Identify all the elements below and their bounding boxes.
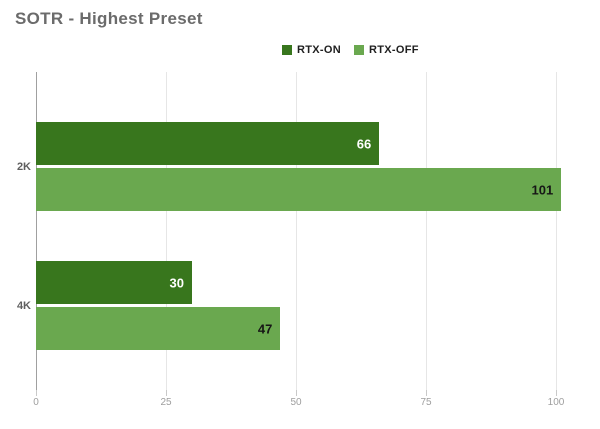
tick-label-100: 100 <box>547 397 565 408</box>
gridline-100 <box>556 72 557 390</box>
tick-label-50: 50 <box>290 397 302 408</box>
y-axis-line <box>36 72 37 390</box>
category-label-2k: 2K <box>16 160 31 173</box>
category-label-4k: 4K <box>16 299 31 312</box>
chart-title: SOTR - Highest Preset <box>15 9 203 28</box>
bar-2k-rtx-off: 101 <box>36 168 562 211</box>
legend-swatch-rtx-off <box>353 45 364 55</box>
tick-mark-100 <box>556 390 557 396</box>
bar-value-label: 30 <box>169 275 184 290</box>
bar-value-label: 101 <box>531 182 554 197</box>
legend-label-rtx-off: RTX-OFF <box>368 44 419 56</box>
legend-item-rtx-off: RTX-OFF <box>353 44 419 56</box>
bar-4k-rtx-on: 30 <box>36 261 192 304</box>
tick-mark-75 <box>426 390 427 396</box>
bar-value-label: 66 <box>356 136 372 151</box>
legend-item-rtx-on: RTX-ON <box>282 44 341 56</box>
bar-4k-rtx-off: 47 <box>36 307 281 350</box>
legend-swatch-rtx-on <box>282 45 292 55</box>
tick-label-75: 75 <box>420 397 432 408</box>
tick-label-25: 25 <box>160 397 172 408</box>
tick-mark-0 <box>36 390 37 396</box>
gridline-75 <box>426 72 427 390</box>
gridline-50 <box>296 72 297 390</box>
bar-2k-rtx-on: 66 <box>36 122 380 165</box>
tick-mark-50 <box>296 390 297 396</box>
gridline-25 <box>166 72 167 390</box>
tick-label-0: 0 <box>33 397 39 408</box>
bar-value-label: 47 <box>257 321 273 336</box>
legend-label-rtx-on: RTX-ON <box>297 44 341 56</box>
tick-mark-25 <box>166 390 167 396</box>
legend: RTX-ON RTX-OFF <box>282 44 419 56</box>
